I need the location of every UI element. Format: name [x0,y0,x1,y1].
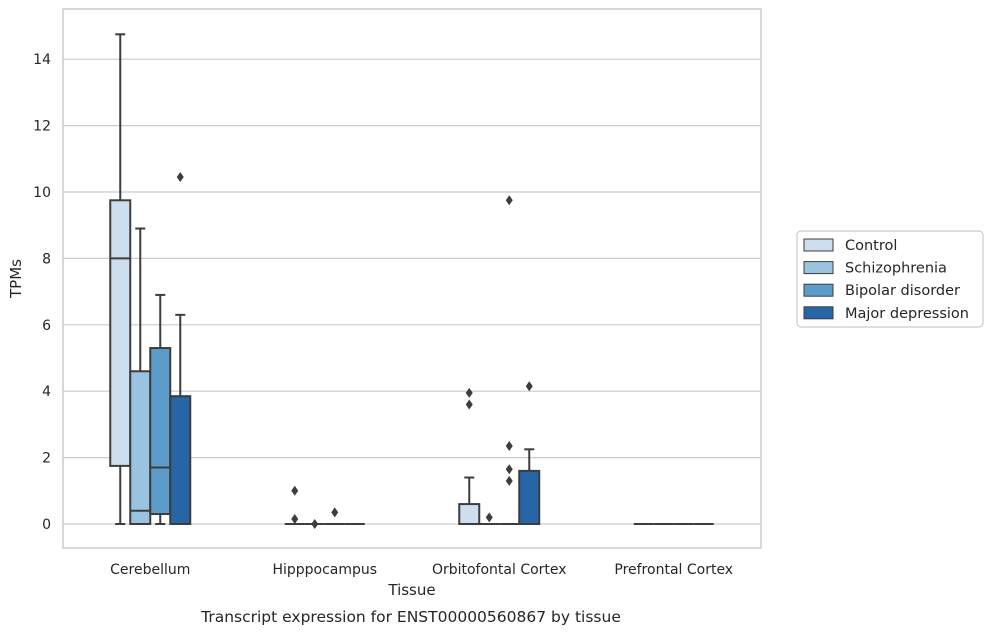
y-tick-label: 12 [33,119,51,135]
legend-swatch [803,283,834,297]
iqr-box [109,199,132,467]
outlier-point [465,387,473,398]
outlier-point [465,399,473,410]
y-tick-label: 2 [42,451,51,467]
outlier-point [505,464,513,475]
box-0-1 [284,485,305,525]
y-tick-label: 10 [33,185,51,201]
x-tick-label: Orbitofontal Cortex [432,562,567,578]
box-1-0 [129,227,152,525]
box-2-0 [149,293,172,525]
x-tick-label: Prefrontal Cortex [614,562,733,578]
outlier-point [331,507,339,518]
box-0-2 [458,387,481,525]
box-marks [109,33,714,529]
y-tick-label: 8 [42,251,51,267]
box-2-1 [324,507,345,525]
y-tick-label: 4 [42,384,51,400]
outlier-point [505,195,513,206]
legend-swatch [803,306,834,320]
plot-frame [62,8,762,549]
box-0-0 [109,33,132,525]
x-tick-labels: Cerebellum Hipppocampus Orbitofontal Corte… [110,562,733,578]
outlier-point [176,172,184,183]
legend-label: Schizophrenia [845,261,947,277]
outlier-point [525,381,533,392]
iqr-box [458,503,481,525]
x-tick-label: Hipppocampus [272,562,377,578]
box-3-2 [518,381,541,526]
chart-title: Transcript expression for ENST0000056086… [200,608,621,626]
y-tick-label: 14 [33,52,51,68]
x-tick-label: Cerebellum [110,562,190,578]
outlier-point [505,475,513,486]
box-1-2 [479,512,500,525]
y-tick-labels: 0 2 4 6 8 10 12 14 [33,52,51,533]
y-axis-label: TPMs [7,259,25,299]
iqr-box [169,395,192,525]
legend-frame [796,230,984,328]
legend-swatch [803,238,834,252]
outlier-point [291,485,299,496]
y-tick-label: 0 [42,517,51,533]
iqr-box [129,370,152,525]
x-axis-label: Tissue [387,581,435,599]
box-2-2 [499,195,520,525]
outlier-point [311,519,319,529]
legend: Control Schizophrenia Bipolar disorder Majo… [796,230,984,328]
box-3-0 [169,172,192,525]
legend-swatch [803,261,834,275]
legend-label: Major depression [845,306,969,322]
outlier-point [505,440,513,451]
legend-label: Control [845,238,897,254]
iqr-box [149,347,172,516]
outlier-point [291,514,299,525]
iqr-box [518,469,541,526]
legend-label: Bipolar disorder [845,283,960,299]
box-1-1 [304,519,325,529]
outlier-point [485,512,493,523]
y-tick-label: 6 [42,318,51,334]
